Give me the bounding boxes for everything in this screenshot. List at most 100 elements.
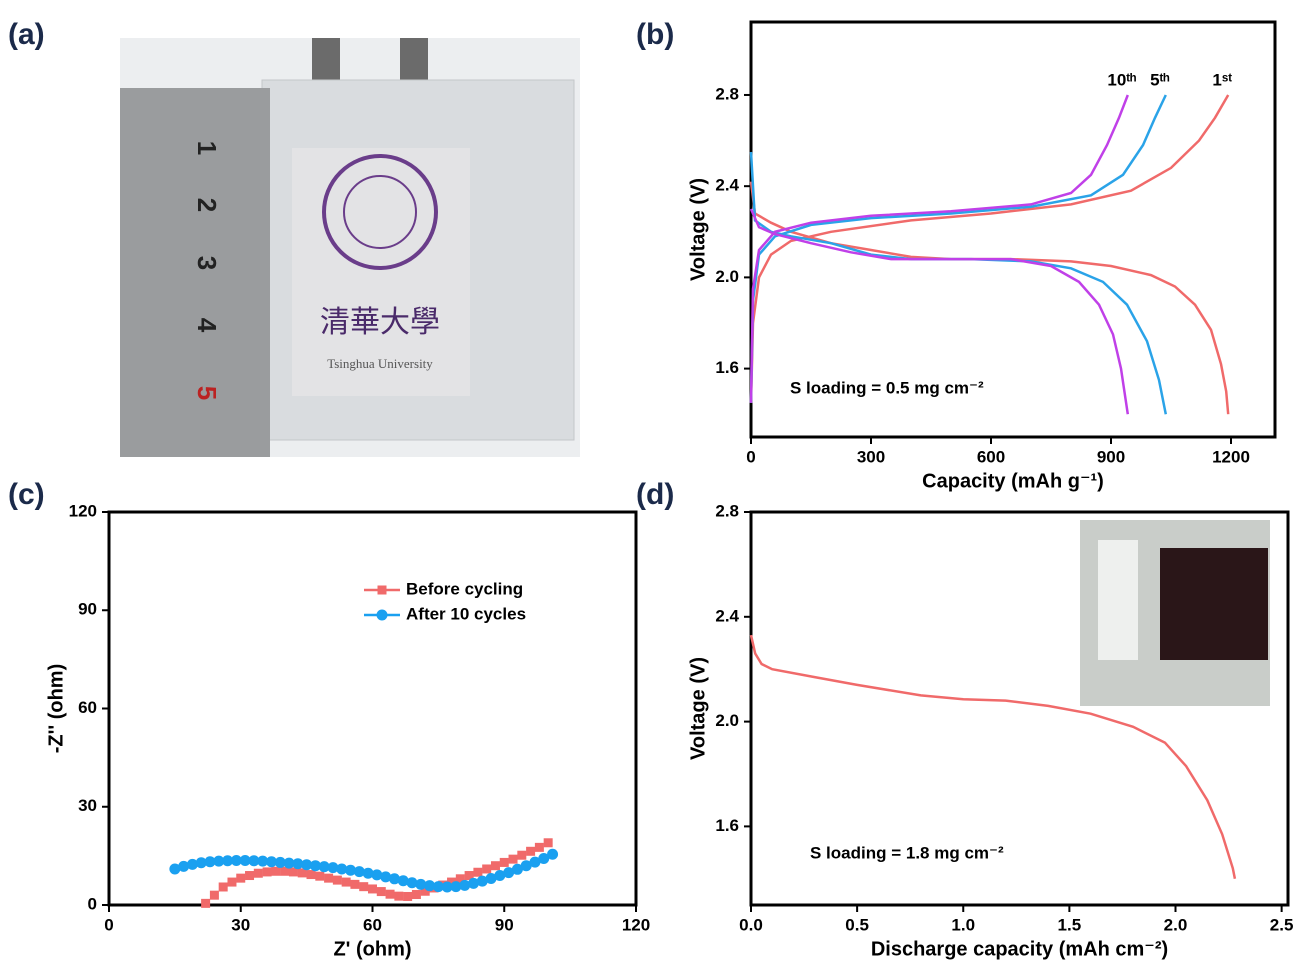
point <box>248 855 260 867</box>
x-tick-label: 120 <box>622 915 650 934</box>
data-line <box>749 94 1230 415</box>
point <box>297 868 307 878</box>
point <box>195 857 207 869</box>
point <box>336 863 348 875</box>
point <box>517 850 527 860</box>
point <box>274 856 286 868</box>
point <box>447 877 457 887</box>
y-tick-label: 1.6 <box>715 816 739 835</box>
point <box>201 898 211 908</box>
point <box>218 882 228 892</box>
point <box>503 867 515 879</box>
point <box>424 880 436 892</box>
caption: Tsinghua University <box>327 356 433 371</box>
seal <box>322 154 438 270</box>
point <box>397 875 409 887</box>
point <box>324 873 334 883</box>
y-tick-label: 2.0 <box>715 711 739 730</box>
point <box>473 867 483 877</box>
ruler-label: 5 <box>192 386 222 400</box>
data-line <box>749 94 1130 415</box>
point <box>345 864 357 876</box>
x-axis-title: Capacity (mAh g⁻¹) <box>922 470 1104 492</box>
y-tick-label: 60 <box>78 698 97 717</box>
point <box>459 879 471 891</box>
point <box>332 875 342 885</box>
panel-label: (a) <box>8 18 45 51</box>
point <box>464 871 474 881</box>
y-tick-label: 2.8 <box>715 501 739 520</box>
x-tick-label: 2.0 <box>1164 915 1188 934</box>
y-tick-label: 90 <box>78 600 97 619</box>
x-tick-label: 0.5 <box>845 915 869 934</box>
series-label: 1ˢᵗ <box>1212 70 1232 89</box>
y-tick-label: 2.4 <box>715 176 739 195</box>
point <box>520 860 532 872</box>
y-tick-label: 0 <box>88 894 97 913</box>
point <box>288 867 298 877</box>
y-axis-title: Voltage (V) <box>687 178 709 281</box>
y-tick-label: 2.8 <box>715 84 739 103</box>
plot-frame <box>749 20 1277 439</box>
point <box>547 848 559 860</box>
legend-label: After 10 cycles <box>406 604 526 623</box>
plot-frame <box>107 510 638 907</box>
y-tick-label: 2.4 <box>715 606 739 625</box>
x-tick-label: 1.5 <box>1058 915 1082 934</box>
point <box>213 855 225 867</box>
point <box>368 884 377 894</box>
point <box>271 866 281 876</box>
seal <box>343 175 417 249</box>
ruler <box>120 88 270 457</box>
point <box>204 856 216 868</box>
point <box>230 854 242 866</box>
point <box>388 873 400 885</box>
point <box>292 858 304 870</box>
point <box>411 890 421 900</box>
y-axis-title: Voltage (V) <box>687 657 709 760</box>
point <box>315 871 325 881</box>
ruler-label: 4 <box>192 318 222 333</box>
y-tick-label: 1.6 <box>715 358 739 377</box>
point <box>534 842 544 852</box>
point <box>306 870 316 880</box>
point <box>371 869 383 881</box>
point <box>222 855 234 867</box>
point <box>385 889 395 899</box>
point <box>178 860 190 872</box>
point <box>441 881 453 893</box>
point <box>543 838 553 848</box>
point <box>494 870 506 882</box>
ruler-label: 3 <box>192 256 222 270</box>
photo: 清華大學 Tsinghua University <box>120 38 580 457</box>
y-tick-label: 2.0 <box>715 267 739 286</box>
panel-label: (d) <box>636 478 674 511</box>
point <box>262 867 272 877</box>
point <box>380 871 392 883</box>
point <box>327 862 339 874</box>
point <box>341 877 351 887</box>
x-tick-label: 0 <box>104 915 113 934</box>
point <box>376 887 386 897</box>
ruler-label: 1 <box>192 141 222 155</box>
point <box>236 873 246 883</box>
point <box>280 866 290 876</box>
x-tick-label: 2.5 <box>1270 915 1294 934</box>
x-tick-label: 1200 <box>1212 447 1250 466</box>
point <box>420 886 430 896</box>
plot-frame <box>749 510 1290 907</box>
point <box>529 856 541 868</box>
point <box>538 852 550 864</box>
point <box>318 861 330 873</box>
panel-label: (b) <box>636 18 674 51</box>
point <box>353 866 365 878</box>
point <box>415 878 427 890</box>
point <box>490 861 500 871</box>
point <box>257 855 269 867</box>
inset-photo <box>1080 520 1270 706</box>
point <box>476 875 488 887</box>
y-axis-title: -Z'' (ohm) <box>45 664 67 753</box>
point <box>245 871 255 881</box>
point <box>403 891 413 901</box>
